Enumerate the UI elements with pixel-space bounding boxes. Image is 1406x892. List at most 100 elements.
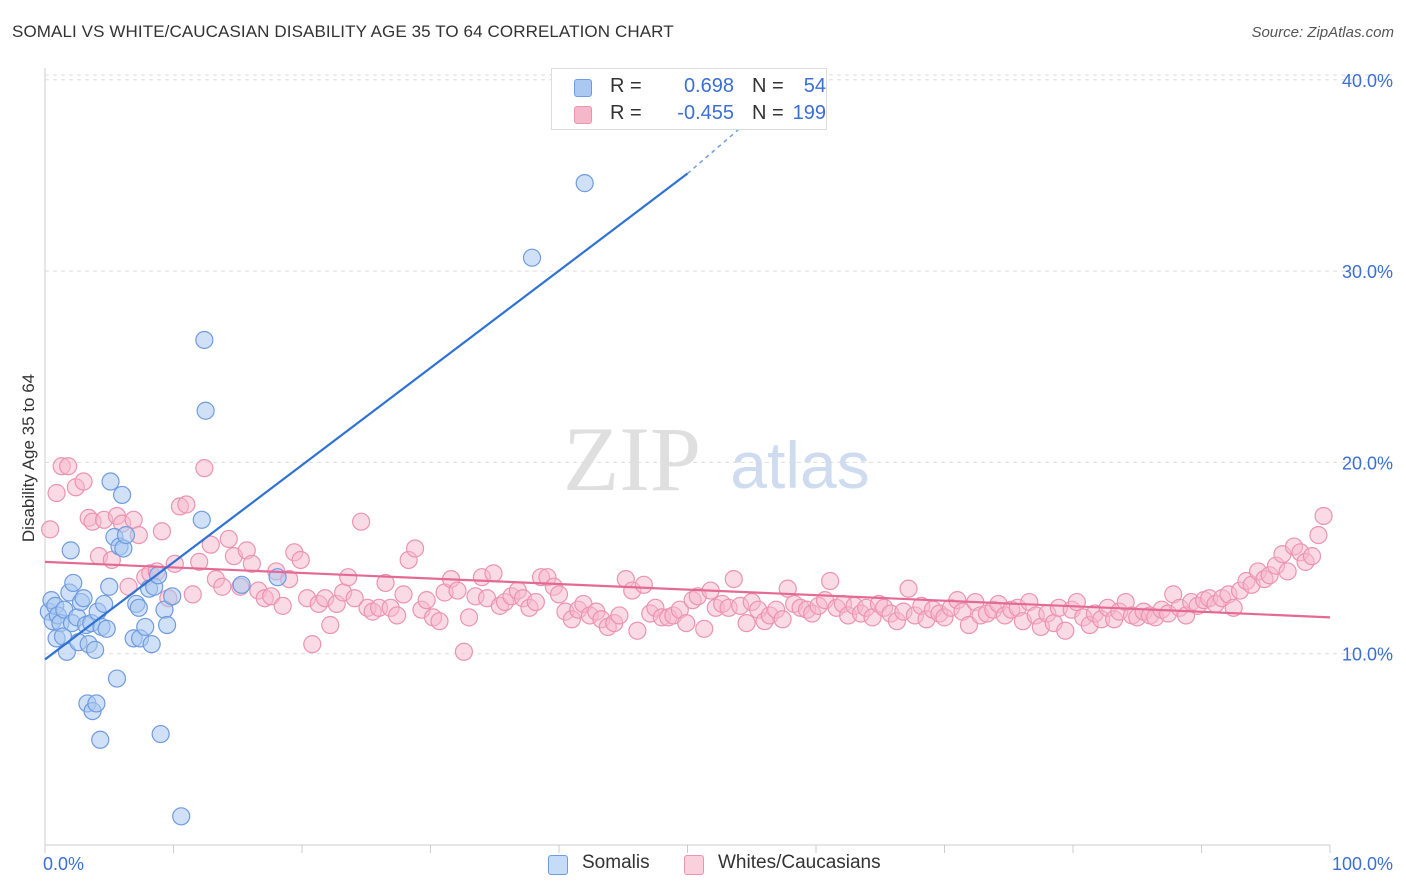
data-point-white	[219, 529, 238, 549]
data-point-somali	[163, 587, 182, 606]
data-point-white	[1067, 592, 1086, 612]
data-point-somali	[192, 510, 211, 529]
y-tick-label: 30.0%	[1342, 262, 1393, 282]
data-point-white	[152, 522, 172, 541]
series-label-white: Whites/Caucasians	[718, 852, 881, 873]
data-point-somali	[232, 575, 251, 594]
data-point-white	[448, 581, 467, 600]
data-point-white	[394, 585, 413, 604]
data-point-white	[41, 520, 60, 539]
data-point-white	[677, 613, 696, 633]
x-tick-label: 0.0%	[43, 854, 84, 874]
data-point-white	[242, 554, 261, 573]
data-point-white	[526, 592, 545, 612]
data-point-white	[213, 577, 232, 596]
data-point-white	[1314, 506, 1333, 526]
data-point-white	[303, 635, 322, 654]
watermark-atlas: atlas	[730, 428, 869, 502]
legend-n-value-somali: 54	[803, 75, 826, 97]
data-point-somali	[195, 330, 214, 350]
legend-r-value-somali: 0.698	[683, 75, 734, 97]
trendline-somali-extension	[687, 117, 753, 175]
source-label: Source: ZipAtlas.com	[1251, 24, 1394, 41]
legend-swatch-white	[574, 106, 592, 124]
data-point-white	[405, 539, 425, 558]
data-point-somali	[112, 485, 132, 505]
data-point-white	[454, 642, 474, 661]
data-point-white	[417, 591, 436, 610]
data-point-white	[177, 495, 196, 514]
legend-r-label-white: R =	[610, 102, 642, 124]
data-point-white	[1056, 621, 1075, 640]
data-point-white	[376, 573, 395, 593]
data-point-white	[1309, 525, 1328, 545]
data-point-white	[899, 579, 918, 598]
legend-swatch-somali	[574, 79, 592, 97]
data-point-white	[695, 619, 714, 638]
trendline-white	[44, 560, 1331, 619]
data-point-white	[634, 575, 653, 594]
legend-r-label-somali: R =	[610, 75, 642, 97]
y-axis-title: Disability Age 35 to 64	[19, 374, 38, 542]
data-point-white	[74, 472, 93, 491]
data-point-white	[1302, 547, 1322, 566]
data-point-somali	[136, 617, 155, 637]
data-point-white	[321, 615, 340, 635]
data-point-somali	[95, 594, 114, 614]
data-point-white	[737, 613, 756, 633]
chart-title: SOMALI VS WHITE/CAUCASIAN DISABILITY AGE…	[12, 22, 674, 41]
data-point-somali	[196, 401, 215, 420]
data-point-white	[1278, 562, 1297, 581]
data-point-white	[430, 612, 449, 631]
y-tick-label: 20.0%	[1342, 453, 1393, 473]
correlation-legend: R = 0.698 N = 54 R = -0.455 N = 199	[551, 68, 827, 130]
data-point-white	[183, 585, 202, 604]
data-point-somali	[74, 589, 93, 608]
data-point-white	[291, 550, 310, 570]
data-point-white	[273, 596, 292, 615]
data-point-somali	[172, 807, 191, 826]
data-point-somali	[87, 694, 106, 713]
data-point-somali	[61, 541, 80, 560]
data-point-somali	[129, 598, 148, 617]
legend-n-value-white: 199	[792, 102, 826, 124]
data-point-white	[610, 606, 629, 625]
data-point-white	[387, 606, 407, 625]
series-legend: Somalis Whites/Caucasians	[0, 852, 1406, 878]
x-tick-label: 100.0%	[1332, 854, 1393, 874]
data-point-white	[484, 564, 503, 583]
data-point-somali	[97, 619, 116, 638]
data-point-somali	[575, 174, 594, 193]
series-label-somali: Somalis	[582, 852, 650, 873]
data-point-somali	[522, 248, 542, 267]
data-point-white	[724, 569, 743, 589]
data-point-white	[190, 552, 209, 571]
data-point-white	[821, 571, 840, 591]
data-point-white	[339, 568, 358, 587]
legend-n-label-white: N =	[752, 102, 784, 124]
series-swatch-somali	[548, 855, 568, 875]
data-point-somali	[116, 525, 136, 545]
data-point-white	[459, 608, 479, 627]
legend-r-value-white: -0.455	[677, 102, 734, 124]
data-point-white	[47, 483, 66, 503]
data-point-white	[549, 585, 569, 604]
data-point-somali	[107, 669, 127, 688]
data-point-white	[345, 589, 364, 608]
legend-n-label-somali: N =	[752, 75, 784, 97]
data-point-white	[201, 535, 220, 554]
watermark-zip: ZIP	[563, 408, 701, 510]
data-point-somali	[86, 640, 105, 659]
data-point-white	[59, 457, 78, 476]
data-point-white	[773, 610, 792, 629]
data-point-white	[124, 510, 143, 529]
data-point-somali	[91, 730, 110, 749]
y-tick-label: 40.0%	[1342, 71, 1393, 91]
data-point-white	[195, 459, 214, 478]
data-point-somali	[151, 724, 170, 744]
trendline-somali	[44, 172, 689, 661]
data-point-somali	[142, 635, 161, 654]
series-swatch-white	[684, 855, 704, 875]
y-tick-label: 10.0%	[1342, 645, 1393, 665]
